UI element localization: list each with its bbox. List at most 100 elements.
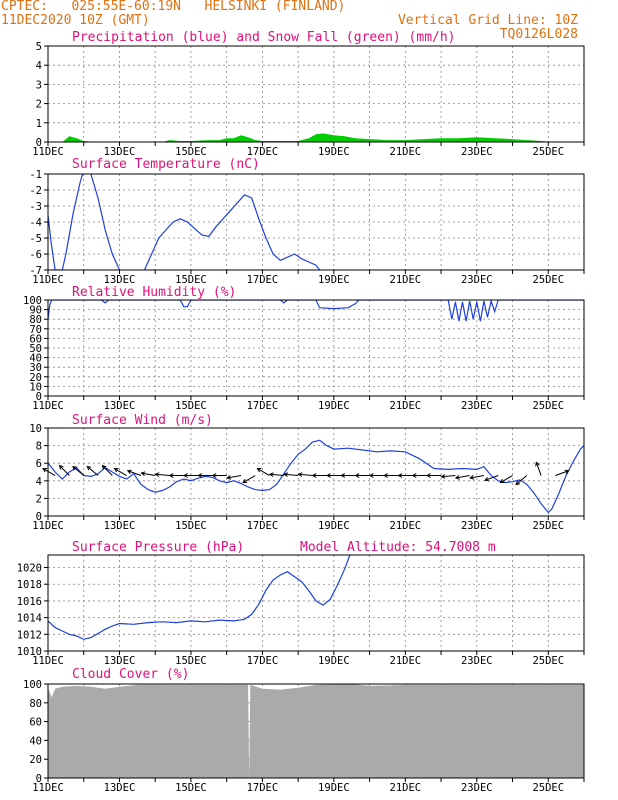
y-tick-label: 6: [36, 458, 42, 470]
wind-arrow-head: [126, 469, 132, 475]
x-tick-label: 19DEC: [318, 782, 350, 794]
wind-arrow: [269, 473, 284, 477]
x-tick-label: 15DEC: [175, 400, 207, 412]
y-tick-label: 8: [36, 441, 42, 453]
wind-arrow: [141, 472, 156, 477]
plot-frame: [47, 554, 585, 652]
x-tick-label: 23DEC: [461, 782, 493, 794]
series-area-1: [48, 684, 584, 778]
x-tick-label: 13DEC: [104, 146, 136, 158]
plot-frame: [47, 45, 585, 143]
wind-arrow-head: [535, 461, 540, 467]
y-tick-label: 20: [29, 754, 42, 766]
x-tick-label: 11DEC: [32, 520, 64, 532]
y-tick-label: 1018: [17, 579, 42, 591]
x-tick-label: 15DEC: [175, 520, 207, 532]
x-tick-label: 25DEC: [532, 400, 564, 412]
wind-arrow: [242, 475, 256, 483]
x-tick-label: 25DEC: [532, 782, 564, 794]
y-tick-label: 5: [36, 41, 42, 53]
x-tick-label: 17DEC: [247, 655, 279, 667]
x-tick-label: 17DEC: [247, 146, 279, 158]
wind-arrow-head: [454, 475, 460, 480]
wind-arrow-head: [113, 467, 119, 473]
series-line-1: [48, 300, 584, 322]
x-tick-label: 13DEC: [104, 400, 136, 412]
wind-arrow-head: [325, 473, 331, 478]
y-tick-label: 80: [29, 698, 42, 710]
model-code: TQ0126L028: [499, 27, 578, 42]
wind-arrow-head: [211, 473, 217, 478]
x-tick-label: 17DEC: [247, 274, 279, 286]
y-tick-label: -4: [29, 217, 42, 229]
chart-panel-4: 0 2 4 6 8 10 11DEC 13DEC 15DEC 17DEC 19DEC 21DEC 23D…: [29, 413, 585, 532]
x-tick-label: 11DEC: [32, 146, 64, 158]
y-tick-label: -2: [29, 185, 42, 197]
y-tick-label: 1014: [17, 613, 42, 625]
y-tick-label: 30: [29, 362, 42, 374]
y-tick-label: 10: [29, 381, 42, 393]
wind-arrow-head: [383, 473, 388, 478]
wind-arrow-head: [411, 473, 417, 478]
x-tick-label: 21DEC: [390, 782, 422, 794]
y-tick-label: -1: [29, 169, 42, 181]
x-tick-label: 23DEC: [461, 655, 493, 667]
wind-arrow: [284, 473, 299, 477]
x-tick-label: 17DEC: [247, 520, 279, 532]
y-tick-label: 80: [29, 314, 42, 326]
series-line-1: [48, 174, 121, 270]
wind-arrow-head: [397, 473, 403, 478]
wind-arrow-head: [311, 473, 317, 478]
y-tick-label: 40: [29, 353, 42, 365]
series-line-2: [143, 194, 321, 270]
y-tick-label: 2: [36, 493, 42, 505]
x-tick-label: 13DEC: [104, 655, 136, 667]
x-tick-label: 23DEC: [461, 274, 493, 286]
chart-panel-6: 0 20 40 60 80 100 11DEC 13DEC 15DEC 17DEC 19DEC 21D…: [23, 667, 585, 794]
x-tick-label: 11DEC: [32, 655, 64, 667]
wind-arrow-head: [283, 472, 289, 477]
wind-arrow-head: [426, 473, 431, 478]
wind-arrow: [155, 473, 170, 477]
y-tick-label: 4: [36, 60, 42, 72]
wind-arrow: [484, 475, 499, 481]
x-tick-label: 21DEC: [390, 400, 422, 412]
wind-arrow: [227, 475, 242, 479]
wind-arrow-head: [242, 478, 248, 484]
y-tick-label: 10: [29, 423, 42, 435]
y-tick-label: 90: [29, 305, 42, 317]
wind-arrow: [72, 466, 85, 476]
x-tick-label: 21DEC: [390, 520, 422, 532]
y-tick-label: -5: [29, 233, 42, 245]
x-tick-label: 25DEC: [532, 520, 564, 532]
x-tick-label: 19DEC: [318, 274, 350, 286]
y-tick-label: 1012: [17, 629, 42, 641]
panel-title: Surface Pressure (hPa): [72, 540, 244, 555]
x-tick-label: 17DEC: [247, 782, 279, 794]
wind-arrow-head: [515, 480, 521, 486]
y-tick-label: -7: [29, 265, 42, 277]
x-tick-label: 11DEC: [32, 782, 64, 794]
wind-arrow: [42, 468, 56, 476]
panel-title: Cloud Cover (%): [72, 667, 189, 682]
x-tick-label: 13DEC: [104, 274, 136, 286]
y-tick-label: 1016: [17, 596, 42, 608]
wind-arrow-head: [183, 473, 188, 478]
x-tick-label: 17DEC: [247, 400, 279, 412]
wind-arrow: [127, 470, 142, 476]
y-tick-label: 100: [23, 679, 42, 691]
series-line-1: [48, 439, 584, 514]
wind-arrow: [102, 465, 113, 476]
plot-frame: [47, 427, 585, 517]
wind-arrow-head: [86, 465, 92, 471]
wind-arrow-head: [154, 472, 160, 477]
wind-arrow: [298, 473, 313, 477]
wind-arrow-head: [42, 467, 48, 473]
x-tick-label: 21DEC: [390, 146, 422, 158]
wind-arrow-head: [354, 473, 360, 478]
wind-arrow: [86, 466, 99, 476]
wind-arrow-head: [168, 473, 174, 478]
y-tick-label: 60: [29, 717, 42, 729]
y-tick-label: 100: [23, 295, 42, 307]
y-tick-label: 50: [29, 343, 42, 355]
